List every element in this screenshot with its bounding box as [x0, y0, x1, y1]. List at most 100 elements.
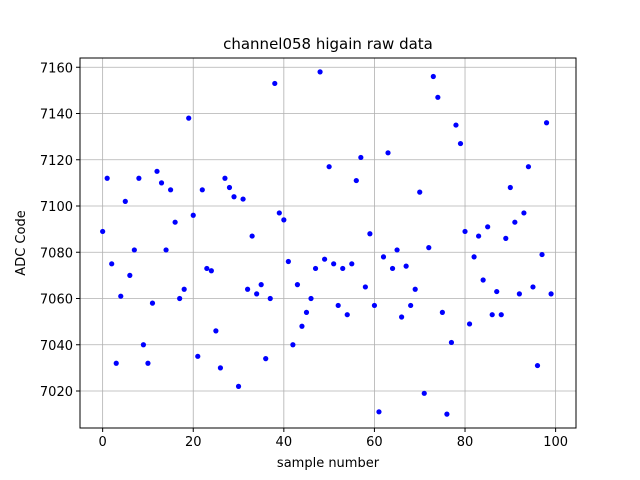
data-point — [186, 115, 192, 121]
data-point — [231, 194, 237, 200]
data-point — [525, 164, 532, 170]
data-point — [118, 293, 124, 299]
data-point — [353, 177, 359, 184]
data-point — [426, 245, 432, 251]
x-axis-label: sample number — [277, 456, 380, 471]
data-point — [276, 210, 282, 216]
data-point — [399, 314, 405, 320]
data-point — [222, 175, 228, 181]
data-point — [172, 219, 178, 225]
data-point — [322, 256, 328, 262]
data-point — [127, 272, 133, 278]
x-tick-label: 20 — [185, 435, 202, 450]
y-tick-label: 7020 — [40, 385, 73, 400]
grid — [80, 58, 576, 428]
data-point — [489, 312, 495, 318]
data-point — [235, 383, 242, 389]
data-point — [480, 277, 486, 283]
data-point — [195, 353, 201, 359]
data-point — [503, 235, 509, 241]
y-tick-label: 7120 — [40, 154, 73, 169]
data-point — [204, 265, 210, 272]
chart-title: channel058 higain raw data — [223, 35, 433, 53]
y-tick-label: 7060 — [40, 293, 73, 308]
data-point — [312, 265, 319, 272]
data-point — [149, 300, 156, 306]
data-point — [521, 210, 527, 216]
data-point — [471, 254, 477, 260]
data-point — [466, 321, 473, 327]
data-point — [226, 184, 233, 191]
data-point — [340, 265, 346, 272]
x-tick-label: 60 — [366, 435, 383, 450]
data-point — [389, 265, 396, 272]
data-point — [263, 356, 269, 362]
data-point — [163, 247, 169, 253]
data-point — [272, 80, 278, 87]
data-point — [294, 282, 301, 288]
data-point — [177, 295, 183, 302]
data-point — [476, 233, 482, 239]
data-point — [367, 231, 373, 237]
data-points — [100, 69, 554, 417]
data-point — [412, 286, 418, 292]
x-tick-label: 0 — [99, 435, 107, 450]
y-tick-label: 7140 — [40, 108, 73, 123]
data-point — [303, 309, 310, 315]
data-point — [181, 286, 187, 292]
data-point — [403, 263, 409, 269]
data-point — [417, 189, 423, 195]
data-point — [331, 261, 337, 267]
data-point — [534, 362, 541, 369]
data-point — [385, 150, 391, 156]
data-point — [154, 168, 160, 174]
data-point — [507, 184, 513, 191]
data-point — [498, 312, 504, 318]
data-point — [380, 254, 387, 260]
data-point — [281, 217, 287, 223]
data-point — [254, 291, 260, 297]
data-point — [240, 196, 246, 202]
data-point — [543, 120, 550, 126]
data-point — [317, 69, 323, 75]
data-point — [539, 251, 545, 258]
data-point — [430, 73, 436, 80]
data-point — [408, 302, 414, 309]
data-point — [167, 187, 174, 193]
y-tick-label: 7080 — [40, 246, 73, 261]
data-point — [249, 233, 255, 239]
x-tick-label: 40 — [276, 435, 293, 450]
data-point — [394, 247, 400, 253]
x-tick-label: 80 — [457, 435, 474, 450]
y-axis-label: ADC Code — [14, 210, 29, 275]
y-tick-label: 7040 — [40, 339, 73, 354]
data-point — [512, 219, 518, 225]
y-axis-ticks: 7020 7040 7060 7080 7100 7120 7140 7160 — [40, 61, 80, 400]
data-point — [290, 342, 296, 348]
data-point — [285, 258, 291, 265]
data-point — [326, 164, 332, 170]
data-point — [462, 228, 468, 235]
data-point — [213, 328, 219, 334]
data-point — [109, 261, 115, 267]
data-point — [371, 302, 378, 309]
data-point — [494, 288, 500, 295]
data-point — [376, 409, 382, 415]
data-point — [358, 154, 364, 161]
data-point — [158, 180, 165, 186]
data-point — [453, 122, 459, 128]
data-point — [335, 302, 341, 309]
data-point — [104, 175, 110, 181]
data-point — [267, 295, 273, 302]
data-point — [349, 261, 355, 267]
data-point — [439, 309, 445, 315]
data-point — [199, 187, 205, 193]
data-point — [122, 198, 128, 204]
y-tick-label: 7160 — [40, 61, 73, 76]
data-point — [421, 390, 427, 396]
data-point — [299, 323, 305, 329]
data-point — [516, 291, 522, 297]
data-point — [548, 291, 554, 297]
data-point — [140, 342, 147, 348]
